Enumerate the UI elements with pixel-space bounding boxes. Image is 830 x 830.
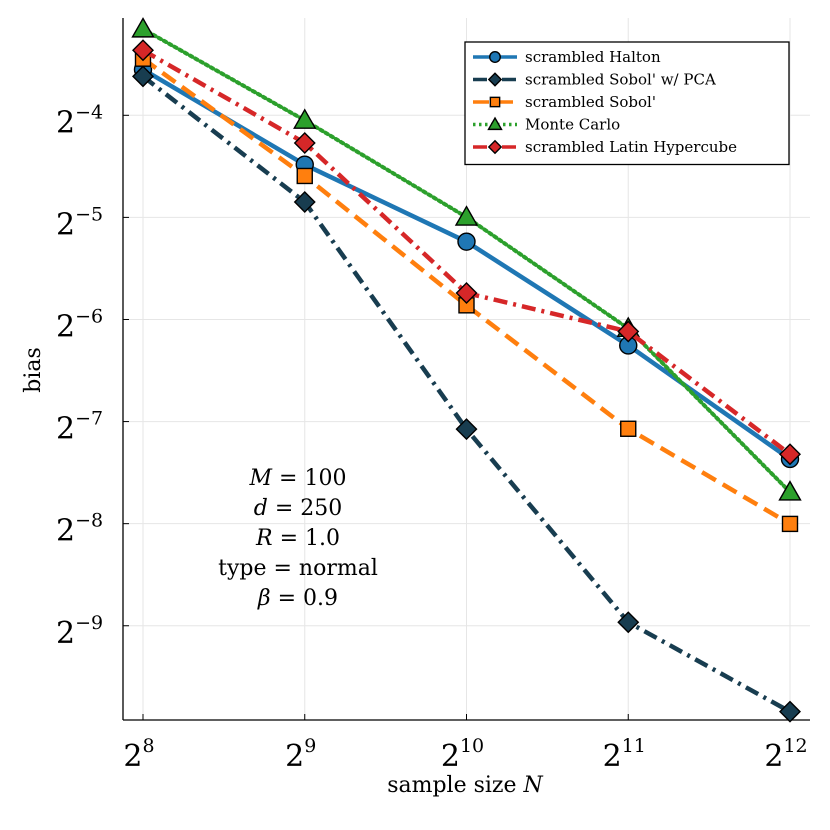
data-point [132, 39, 154, 62]
y-tick-label: 2−7 [56, 408, 103, 447]
legend-marker [487, 116, 503, 131]
y-tick-label: 2−8 [56, 510, 103, 549]
data-point [617, 611, 640, 634]
legend-label: scrambled Sobol' w/ PCA [525, 71, 716, 89]
data-point [617, 320, 640, 343]
legend-marker [487, 139, 503, 155]
legend-marker [489, 51, 501, 63]
data-point [620, 420, 637, 437]
data-point [455, 282, 478, 305]
x-axis-title: sample size N [387, 773, 543, 798]
y-tick-label: 2−5 [56, 203, 103, 242]
legend-label: scrambled Halton [525, 48, 661, 66]
x-tick-label: 28 [123, 735, 154, 774]
data-point [296, 167, 313, 185]
x-tick-label: 211 [603, 735, 646, 774]
data-point [131, 17, 155, 38]
legend-label: Monte Carlo [525, 116, 620, 134]
series-line [141, 74, 792, 714]
parameter-line: R = 1.0 [255, 526, 340, 551]
legend-box [464, 41, 790, 166]
legend-entry: scrambled Latin Hypercube [473, 138, 737, 156]
data-point [455, 418, 478, 441]
data-point [293, 190, 316, 213]
plot-series [131, 17, 802, 723]
x-tick-label: 212 [764, 735, 807, 774]
axes: 28 29 210 211 212 2−4 2−5 2−6 2−7 2−8 2−9 [56, 18, 810, 774]
data-point [779, 443, 801, 466]
y-axis-title: bias [21, 347, 46, 393]
legend-label: scrambled Latin Hypercube [525, 138, 737, 156]
legend-entry: Monte Carlo [473, 116, 620, 134]
data-point [454, 205, 479, 226]
data-point [293, 131, 316, 154]
x-tick-label: 29 [285, 735, 316, 774]
parameter-line: β = 0.9 [257, 586, 338, 611]
legend-marker [487, 72, 503, 87]
series-4 [132, 39, 801, 466]
parameter-annotations: M = 100 d = 250 R = 1.0 type = normal β = 0.… [218, 466, 378, 611]
x-tick-label: 210 [441, 735, 484, 774]
y-tick-label: 2−4 [56, 101, 103, 140]
data-point [132, 65, 154, 88]
series-line [141, 56, 792, 526]
parameter-line: M = 100 [249, 466, 347, 491]
data-point [293, 108, 317, 129]
legend-entry: scrambled Sobol' [473, 93, 656, 111]
data-point [457, 232, 476, 251]
data-point [778, 480, 802, 501]
legend-label: scrambled Sobol' [525, 93, 656, 111]
parameter-line: d = 250 [254, 496, 343, 521]
parameter-line: type = normal [218, 556, 378, 581]
legend-entry: scrambled Sobol' w/ PCA [473, 71, 716, 89]
legend: scrambled Halton scrambled Sobol' w/ PCA s… [464, 41, 790, 166]
y-tick-label: 2−6 [56, 305, 103, 344]
data-point [779, 700, 801, 723]
y-tick-label: 2−9 [56, 612, 103, 651]
legend-entry: scrambled Halton [473, 48, 661, 66]
series-1 [132, 65, 801, 723]
data-point [781, 515, 799, 533]
legend-marker [489, 96, 501, 108]
